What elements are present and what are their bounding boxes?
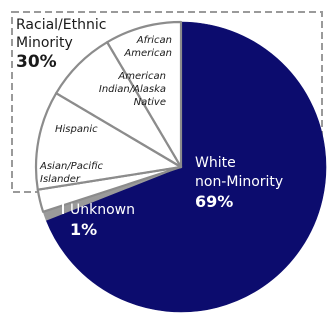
pie-slices [34,20,327,313]
slice-value-label: 69% [195,192,233,211]
slice-label-line: Indian/Alaska [99,84,166,95]
slice-label-line: American [123,48,172,59]
slice-label-line: Asian/Pacific [39,161,104,172]
slice-label-line: non-Minority [195,174,283,190]
slice-label-3: Hispanic [55,124,98,135]
slice-label-5: African American [123,35,172,59]
slice-label-line: American [117,71,166,82]
slice-divider-2 [37,166,182,191]
slice-label-line: African [136,35,172,46]
pie-slice-3 [34,92,183,191]
slice-divider-4 [106,41,182,168]
group-label-line: Racial/Ethnic [16,17,106,33]
pie-slice-0 [45,21,327,313]
slice-label-line: Native [134,97,166,108]
group-label: Racial/Ethnic Minority 30% [16,17,106,72]
slice-value-label: 1% [70,220,97,239]
slice-dividers [37,41,182,191]
slice-label-line: Islander [40,174,81,185]
slice-label-line: Unknown [70,202,135,218]
slice-divider-3 [55,92,182,168]
slice-label-0: White non-Minority 69% [195,155,283,211]
slice-label-1: Unknown 1% [70,202,135,239]
group-value-label: 30% [16,52,57,72]
slice-label-4: American Indian/Alaska Native [99,71,166,108]
slice-labels: White non-Minority 69% Unknown 1% Asian/Pacif… [16,17,283,239]
slice-label-2: Asian/Pacific Islander [39,161,104,185]
slice-label-line: Hispanic [55,124,98,135]
group-label-line: Minority [16,35,73,51]
slice-label-line: White [195,155,236,171]
